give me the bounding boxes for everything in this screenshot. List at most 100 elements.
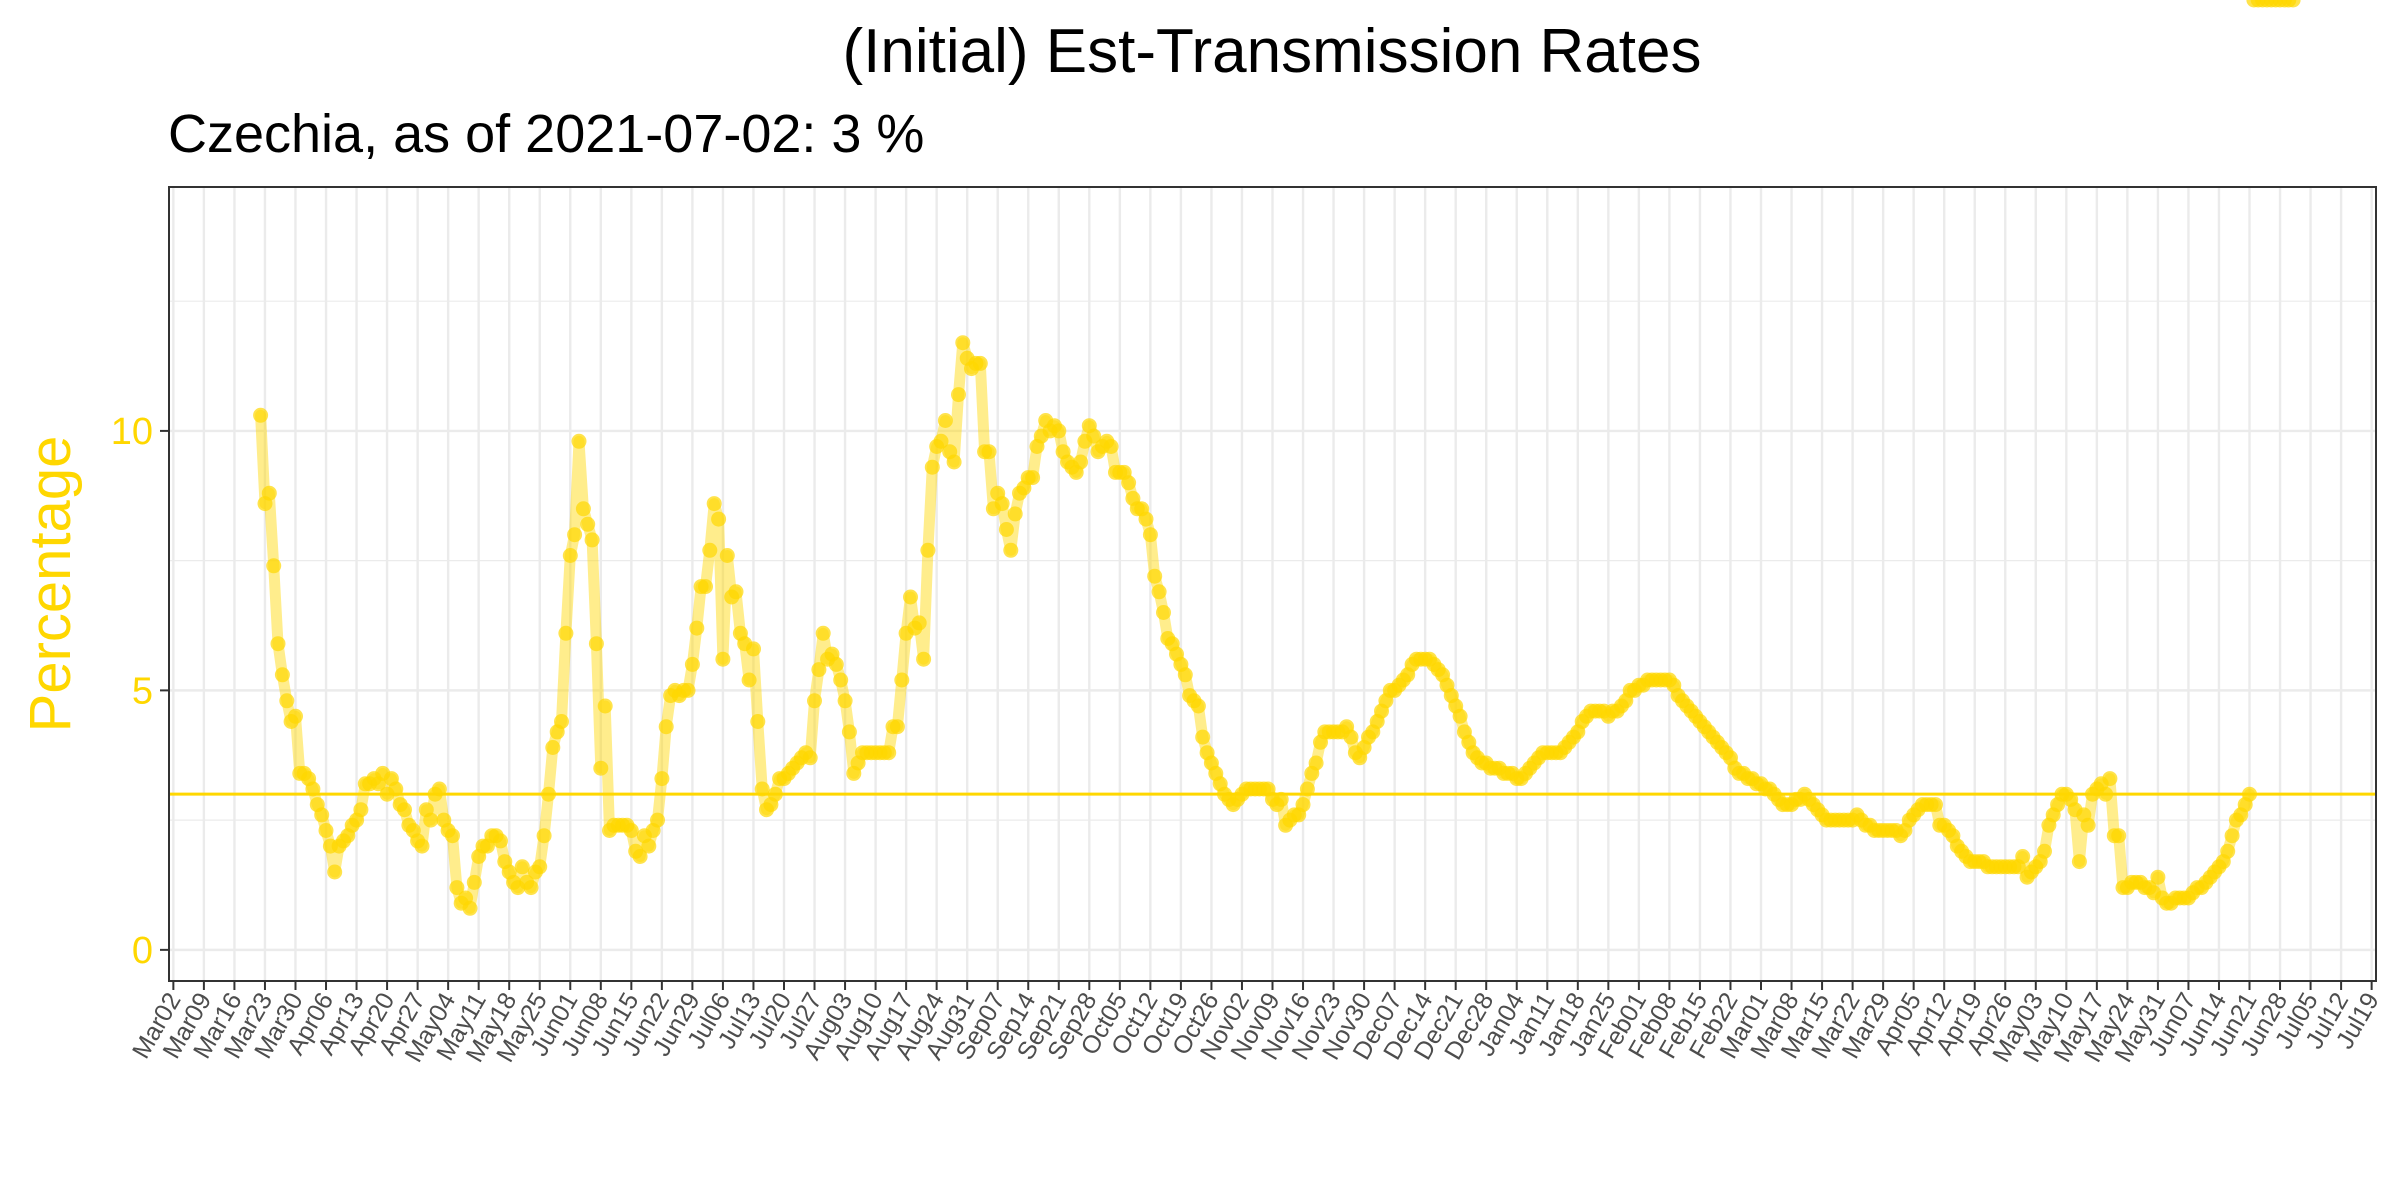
data-point [514, 859, 530, 875]
data-point [314, 807, 330, 823]
data-point [462, 900, 478, 916]
data-point [920, 542, 936, 558]
data-point [680, 682, 696, 698]
data-point [924, 459, 940, 475]
data-point [623, 823, 639, 838]
data-point [532, 859, 548, 875]
data-point [1177, 667, 1193, 683]
data-point [937, 413, 953, 428]
y-tick-label: 5 [132, 670, 153, 712]
data-point [881, 745, 897, 761]
data-point [815, 625, 831, 641]
data-point [889, 719, 905, 735]
data-point [2150, 869, 2166, 885]
data-point [2071, 854, 2087, 870]
data-point [288, 708, 303, 724]
data-point [466, 874, 482, 890]
data-point [1151, 584, 1167, 600]
data-point [715, 651, 731, 667]
data-point [588, 636, 604, 652]
data-point [593, 760, 609, 776]
data-point [318, 823, 334, 838]
data-point [684, 656, 700, 672]
data-point [327, 864, 343, 880]
data-point [955, 335, 971, 351]
data-point [994, 496, 1010, 512]
data-point [493, 833, 508, 849]
data-point [807, 693, 822, 709]
chart-title: (Initial) Est-Transmission Rates [842, 17, 1701, 86]
data-point [754, 781, 770, 797]
data-point [2224, 828, 2240, 844]
data-point [632, 849, 648, 864]
data-point [833, 672, 849, 688]
data-point [1299, 781, 1315, 797]
data-point [641, 838, 657, 854]
data-point [2037, 843, 2052, 859]
y-tick-label: 0 [132, 930, 153, 972]
gridlines [169, 187, 2376, 981]
data-point [1103, 439, 1119, 454]
data-point [689, 620, 705, 636]
data-point [279, 693, 295, 709]
data-point [1086, 428, 1102, 444]
x-axis: Mar02Mar09Mar16Mar23Mar30Apr06Apr13Apr20… [127, 981, 2385, 1067]
data-point [802, 750, 818, 766]
data-point [414, 838, 430, 854]
data-point [1452, 708, 1468, 724]
data-point [567, 527, 583, 543]
data-point [1343, 729, 1359, 745]
chart-subtitle: Czechia, as of 2021-07-02: 3 % [168, 104, 924, 164]
data-point [1051, 423, 1067, 439]
data-point [951, 387, 966, 403]
data-point [933, 433, 949, 449]
data-point [767, 786, 783, 802]
data-point [998, 522, 1014, 537]
data-point [1073, 454, 1089, 470]
data-point [1147, 568, 1163, 584]
data-point [654, 771, 670, 787]
data-point [353, 802, 369, 818]
data-point [449, 880, 465, 896]
data-point [2102, 771, 2118, 787]
data-point [562, 548, 578, 563]
data-point [698, 579, 713, 595]
data-point [445, 828, 460, 844]
data-point [841, 724, 857, 740]
data-point [1295, 797, 1311, 813]
data-point [981, 444, 997, 460]
data-point [575, 501, 591, 517]
data-point [1025, 470, 1041, 486]
data-point [1195, 729, 1211, 745]
data-point [706, 496, 722, 512]
data-point [266, 558, 282, 574]
data-point [554, 714, 569, 729]
data-point [1273, 791, 1289, 807]
data-point [1190, 698, 1206, 714]
series-group [253, 0, 2301, 916]
data-point [916, 651, 932, 667]
data-point [545, 740, 561, 755]
data-point [2098, 786, 2114, 802]
data-point [253, 407, 269, 423]
data-point [1003, 542, 1019, 558]
data-point [2242, 786, 2257, 802]
data-point [2220, 843, 2236, 859]
data-point [658, 719, 674, 735]
data-point [2285, 0, 2301, 8]
y-tick-label: 10 [111, 411, 153, 453]
data-point [750, 714, 766, 729]
data-point [828, 656, 844, 672]
data-point [946, 454, 962, 470]
data-point [536, 828, 552, 844]
data-point [580, 516, 596, 532]
data-point [1928, 797, 1943, 813]
data-point [1138, 511, 1154, 527]
y-axis-label: Percentage [18, 436, 83, 733]
data-point [261, 485, 277, 501]
data-point [728, 584, 744, 600]
data-point [388, 781, 404, 797]
y-axis: 0 5 10 [111, 411, 169, 972]
